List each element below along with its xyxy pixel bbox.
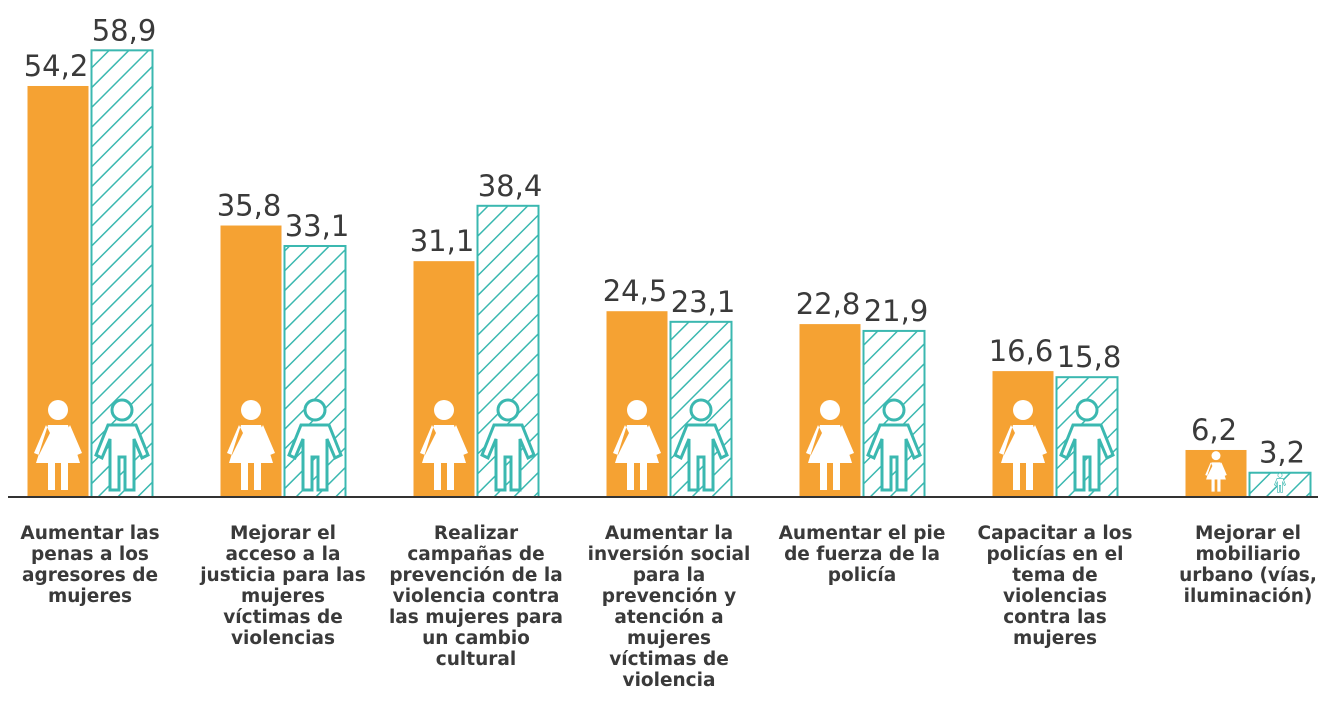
icon-head [1075,398,1099,422]
woman-icon [613,400,661,490]
icon-head [48,400,68,420]
icon-body [227,425,275,463]
icon-legs [1211,479,1221,492]
icon-body [94,423,150,492]
icon-legs [1013,463,1033,490]
man-icon [1059,398,1115,492]
value-label: 24,5 [603,274,668,308]
woman-icon [420,400,468,490]
woman-icon [34,400,82,490]
icon-head [882,398,906,422]
value-label: 6,2 [1191,413,1237,447]
woman-icon [1205,451,1227,492]
value-label: 58,9 [92,13,157,47]
icon-body [1059,423,1115,492]
man-icon [287,398,343,492]
value-label: 23,1 [671,285,736,319]
icon-head [434,400,454,420]
icon-legs [434,463,454,490]
icon-body [999,425,1047,463]
category-label: Capacitar a los policías en el tema de v… [977,523,1133,649]
value-label: 38,4 [478,169,543,203]
icon-body [613,425,661,463]
icon-head [820,400,840,420]
icon-head [496,398,520,422]
icon-head [1277,472,1283,478]
man-icon [866,398,922,492]
woman-icon [806,400,854,490]
value-label: 54,2 [24,49,89,83]
icon-head [627,400,647,420]
icon-body [480,423,536,492]
category-label: Aumentar las penas a los agresores de mu… [20,523,160,607]
man-icon [673,398,729,492]
man-icon [1274,472,1286,493]
man-icon [480,398,536,492]
icon-body [866,423,922,492]
icon-body [1274,478,1286,493]
icon-head [303,398,327,422]
woman-icon [999,400,1047,490]
icon-head [1013,400,1033,420]
value-label: 21,9 [864,294,929,328]
value-label: 15,8 [1057,340,1122,374]
value-label: 31,1 [410,224,475,258]
icon-legs [627,463,647,490]
icon-body [420,425,468,463]
icon-legs [820,463,840,490]
category-label: Mejorar el acceso a la justicia para las… [200,523,366,649]
value-label: 35,8 [217,189,282,223]
icon-legs [241,463,261,490]
category-label: Aumentar el pie de fuerza de la policía [778,523,946,586]
icon-head [110,398,134,422]
category-label: Aumentar la inversión social para la pre… [587,523,751,691]
icon-body [806,425,854,463]
woman-icon [227,400,275,490]
icon-head [1211,451,1221,461]
bar [90,49,154,498]
value-label: 16,6 [989,334,1054,368]
icon-body [1205,462,1227,480]
bar [283,244,347,498]
value-label: 33,1 [285,209,350,243]
category-label: Mejorar el mobiliario urbano (vías, ilum… [1179,523,1317,607]
value-label: 3,2 [1259,436,1305,470]
icon-body [673,423,729,492]
man-icon [94,398,150,492]
value-label: 22,8 [796,287,861,321]
icon-body [287,423,343,492]
icon-body [34,425,82,463]
icon-head [689,398,713,422]
icon-legs [48,463,68,490]
icon-head [241,400,261,420]
category-label: Realizar campañas de prevención de la vi… [388,523,564,670]
